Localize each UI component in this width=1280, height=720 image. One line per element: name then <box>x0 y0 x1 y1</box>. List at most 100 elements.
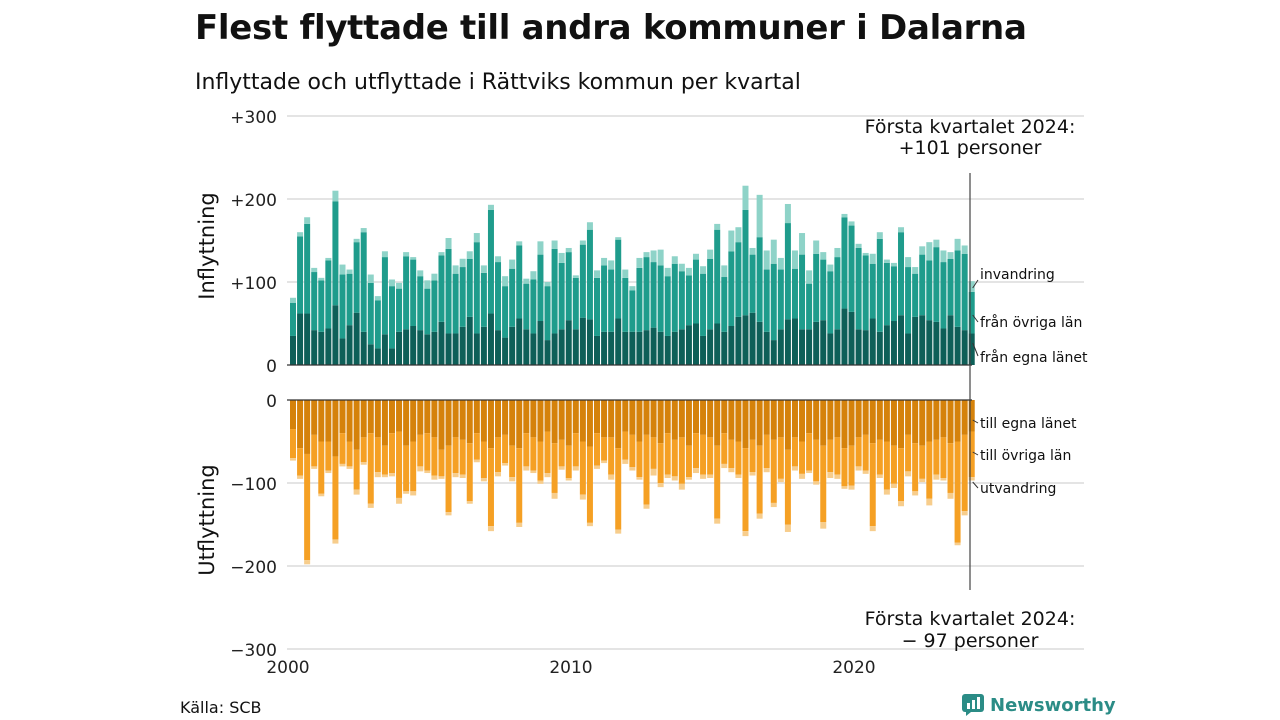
bar-inflow-other-counties <box>756 237 763 322</box>
bar-outflow-own-county <box>318 400 325 442</box>
x-tick-label: 2010 <box>549 658 592 678</box>
bar-outflow-own-county <box>594 400 601 434</box>
bar-outflow-emigration <box>721 463 728 469</box>
bar-outflow-emigration <box>848 485 855 490</box>
bar-outflow-other-counties <box>827 439 834 473</box>
bar-outflow-other-counties <box>954 441 961 543</box>
bar-outflow-other-counties <box>728 439 735 469</box>
bar-inflow-immigration <box>304 217 311 224</box>
bar-inflow-other-counties <box>749 254 756 313</box>
bar-outflow-own-county <box>848 400 855 446</box>
legend-label-outflow: utvandring <box>980 481 1056 497</box>
bar-inflow-own-county <box>502 337 509 365</box>
bar-outflow-other-counties <box>353 449 360 490</box>
bar-outflow-own-county <box>876 400 883 440</box>
bar-outflow-own-county <box>685 400 692 446</box>
bar-inflow-immigration <box>551 240 558 249</box>
bar-outflow-own-county <box>940 400 947 438</box>
bar-inflow-own-county <box>650 327 657 365</box>
bar-inflow-other-counties <box>968 291 975 334</box>
bar-outflow-own-county <box>572 400 579 434</box>
bar-outflow-emigration <box>799 473 806 479</box>
bar-outflow-emigration <box>791 466 798 471</box>
bar-inflow-immigration <box>890 262 897 267</box>
bar-inflow-immigration <box>374 296 381 301</box>
bar-inflow-other-counties <box>480 272 487 327</box>
bar-outflow-own-county <box>756 400 763 446</box>
bar-outflow-emigration <box>714 518 721 524</box>
bar-outflow-emigration <box>728 468 735 473</box>
bar-inflow-own-county <box>615 318 622 365</box>
bar-inflow-own-county <box>756 321 763 365</box>
bar-inflow-immigration <box>290 297 296 303</box>
bar-inflow-other-counties <box>742 209 749 316</box>
bar-inflow-other-counties <box>523 283 530 330</box>
bar-outflow-other-counties <box>339 433 346 464</box>
bar-inflow-other-counties <box>707 258 714 330</box>
bar-outflow-emigration <box>537 480 544 484</box>
bar-inflow-other-counties <box>777 269 784 330</box>
bar-inflow-other-counties <box>530 279 537 334</box>
bar-inflow-other-counties <box>332 201 339 306</box>
bar-inflow-other-counties <box>424 288 431 335</box>
bar-outflow-emigration <box>890 483 897 488</box>
bar-outflow-own-county <box>968 400 975 432</box>
bar-outflow-own-county <box>339 400 346 434</box>
bar-outflow-other-counties <box>466 443 473 502</box>
bar-outflow-other-counties <box>388 433 395 474</box>
bar-inflow-own-county <box>353 312 360 365</box>
bar-outflow-other-counties <box>721 433 728 464</box>
bar-outflow-other-counties <box>396 431 403 498</box>
bar-inflow-own-county <box>777 329 784 365</box>
bar-inflow-own-county <box>671 331 678 365</box>
bar-outflow-emigration <box>367 503 374 508</box>
bar-inflow-immigration <box>565 247 572 253</box>
bar-inflow-immigration <box>721 265 728 278</box>
legend-leader-inflow <box>972 279 979 289</box>
bar-inflow-own-county <box>417 330 424 365</box>
bar-outflow-emigration <box>883 489 890 495</box>
bar-inflow-own-county <box>374 348 381 365</box>
bar-inflow-immigration <box>707 249 714 259</box>
bar-outflow-other-counties <box>678 437 685 484</box>
bar-outflow-emigration <box>438 476 445 479</box>
bar-inflow-other-counties <box>410 259 417 326</box>
bar-outflow-other-counties <box>784 449 791 525</box>
bar-outflow-emigration <box>834 474 841 479</box>
bar-inflow-immigration <box>919 246 926 255</box>
bar-inflow-other-counties <box>954 250 961 327</box>
y-tick-label-bottom: −200 <box>230 558 277 578</box>
bar-inflow-immigration <box>381 251 388 258</box>
y-axis-title-bottom: Utflyttning <box>195 464 219 576</box>
legend-label-outflow: till övriga län <box>980 448 1071 464</box>
bar-outflow-own-county <box>388 400 395 434</box>
bar-inflow-other-counties <box>678 271 685 330</box>
bar-outflow-emigration <box>869 526 876 532</box>
bar-inflow-immigration <box>403 252 410 257</box>
bar-inflow-own-county <box>657 331 664 365</box>
bar-inflow-immigration <box>898 227 905 233</box>
y-tick-label-bottom: −100 <box>230 475 277 495</box>
bar-outflow-other-counties <box>742 448 749 532</box>
bar-inflow-other-counties <box>594 277 601 336</box>
bar-inflow-other-counties <box>502 286 509 338</box>
bar-outflow-emigration <box>622 459 629 464</box>
bar-outflow-other-counties <box>601 437 608 461</box>
bar-outflow-emigration <box>784 524 791 532</box>
bar-inflow-own-county <box>933 321 940 365</box>
bar-inflow-immigration <box>594 270 601 278</box>
bar-outflow-own-county <box>509 400 516 446</box>
bar-outflow-emigration <box>304 560 311 565</box>
bar-outflow-own-county <box>551 400 558 444</box>
bar-inflow-other-counties <box>721 277 728 332</box>
bar-outflow-other-counties <box>657 443 664 483</box>
bar-inflow-other-counties <box>629 290 636 332</box>
bar-inflow-immigration <box>325 257 332 261</box>
bar-outflow-other-counties <box>311 434 318 467</box>
bar-inflow-own-county <box>601 331 608 365</box>
bar-inflow-own-county <box>438 321 445 365</box>
bar-outflow-own-county <box>290 400 296 430</box>
bar-outflow-emigration <box>841 486 848 489</box>
bar-outflow-own-county <box>360 400 367 438</box>
bar-inflow-own-county <box>714 323 721 365</box>
